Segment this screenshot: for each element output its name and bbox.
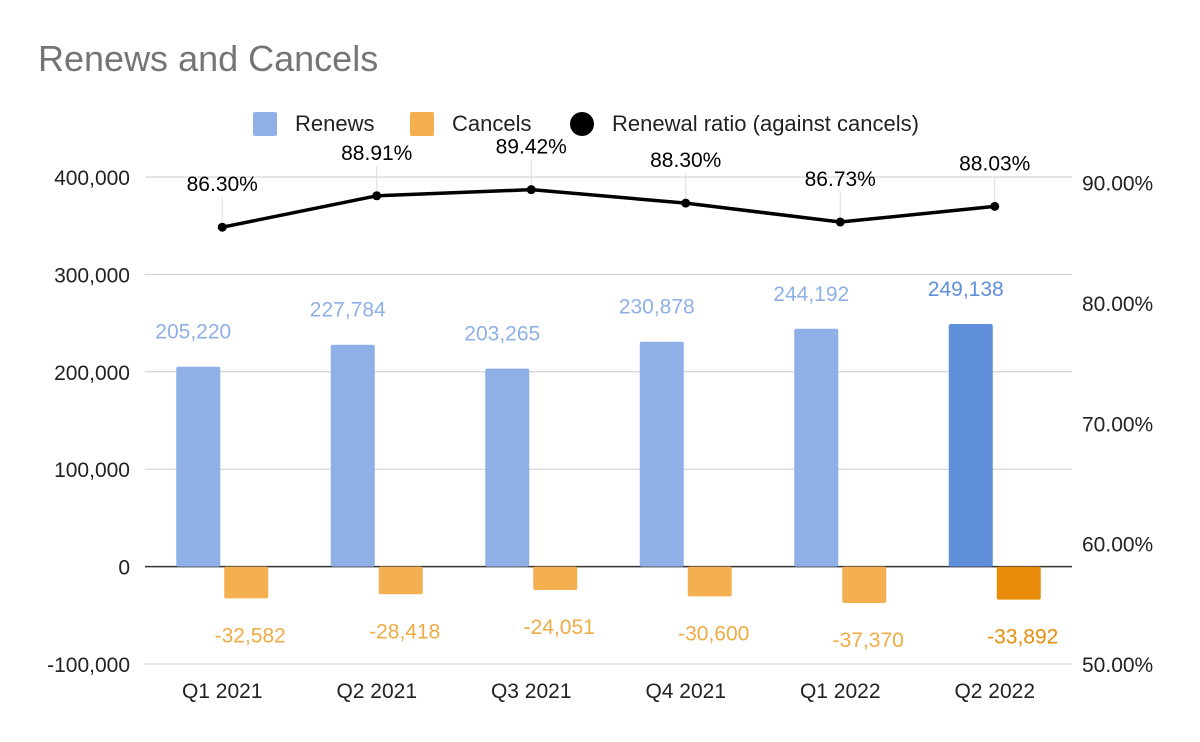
y-left-tick-label: 0 [118,557,130,580]
data-label-renews: 205,220 [155,321,231,344]
legend-swatch-renews [253,112,277,136]
data-label-cancels: -30,600 [678,622,749,645]
x-tick-label: Q1 2022 [800,680,881,703]
legend-item-cancels[interactable]: Cancels [410,108,531,140]
y-right-tick-label: 80.00% [1082,293,1153,316]
x-tick-label: Q3 2021 [491,680,572,703]
legend-label-cancels: Cancels [452,111,532,136]
ratio-point [372,191,382,201]
legend-label-renews: Renews [295,111,375,136]
ratio-line [221,187,995,229]
x-tick-label: Q4 2021 [645,680,726,703]
data-label-renews: 227,784 [310,299,386,322]
bar-renews [948,323,993,567]
bar-renews [485,368,530,567]
legend-label-renewal-ratio: Renewal ratio (against cancels) [612,111,919,136]
data-label-renews: 244,192 [773,283,849,306]
data-label-ratio: 86.30% [187,173,258,196]
chart-title: Renews and Cancels [38,38,379,79]
data-label-renews: 249,138 [928,278,1004,301]
data-label-cancels: -32,582 [215,624,286,647]
bar-cancels [842,566,887,603]
bar-cancels [378,566,423,595]
y-right-tick-label: 50.00% [1082,654,1153,677]
bar-cancels [224,566,269,599]
ratio-point [990,201,1000,211]
bar-renews [176,366,221,567]
data-label-renews: 230,878 [619,296,695,319]
data-label-ratio: 89.42% [496,136,567,159]
bar-renews [330,344,375,567]
y-right-tick-label: 70.00% [1082,413,1153,436]
bar-cancels [996,566,1041,600]
bar-cancels [533,566,578,591]
x-tick-label: Q2 2022 [954,680,1035,703]
ratio-point [217,222,227,232]
data-label-cancels: -33,892 [987,626,1058,649]
y-right-tick-label: 90.00% [1082,173,1153,196]
y-left-tick-label: 400,000 [54,167,130,190]
y-left-tick-label: 200,000 [54,362,130,385]
legend-item-renewal-ratio[interactable]: Renewal ratio (against cancels) [570,108,919,140]
bar-renews [639,341,684,567]
data-label-cancels: -37,370 [833,629,904,652]
y-left-tick-label: 100,000 [54,459,130,482]
data-label-cancels: -28,418 [369,620,440,643]
y-right-tick-label: 60.00% [1082,534,1153,557]
data-label-cancels: -24,051 [524,616,595,639]
ratio-point [835,217,845,227]
legend: Renews Cancels Renewal ratio (against ca… [0,108,1200,140]
data-label-renews: 203,265 [464,323,540,346]
legend-swatch-cancels [410,112,434,136]
y-left-tick-label: -100,000 [47,654,130,677]
y-left-tick-label: 300,000 [54,264,130,287]
x-tick-label: Q1 2021 [182,680,263,703]
ratio-point [681,198,691,208]
data-label-ratio: 88.30% [650,149,721,172]
bar-renews [794,328,839,567]
data-label-ratio: 88.91% [341,142,412,165]
ratio-point [526,185,536,195]
data-label-ratio: 88.03% [959,152,1030,175]
bar-cancels [687,566,732,597]
x-tick-label: Q2 2021 [336,680,417,703]
legend-marker-renewal-ratio [570,112,594,136]
data-label-ratio: 86.73% [805,168,876,191]
legend-item-renews[interactable]: Renews [253,108,374,140]
